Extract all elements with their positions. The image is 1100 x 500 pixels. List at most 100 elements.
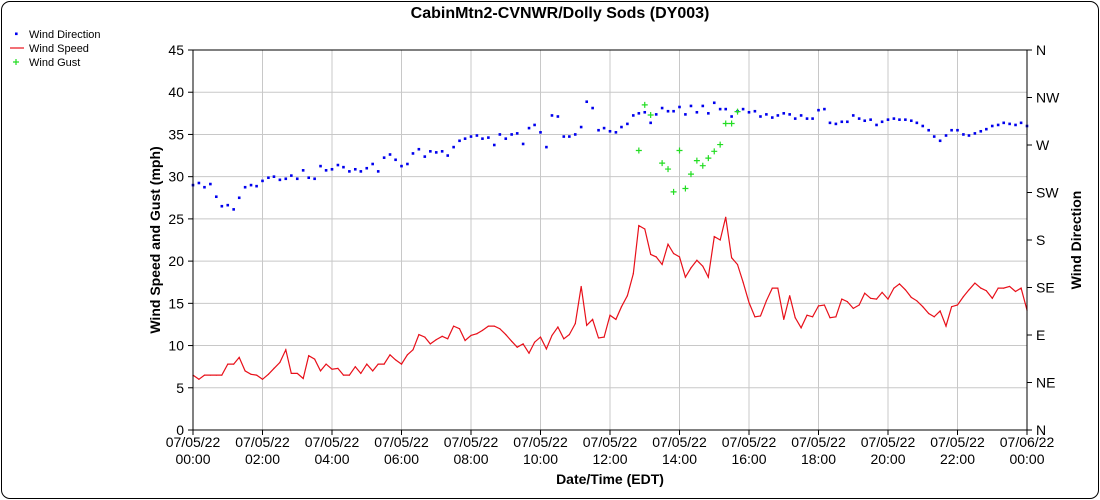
wind-direction-point: [394, 158, 397, 162]
wind-speed-point: [690, 267, 692, 269]
wind-speed-point: [261, 378, 264, 380]
wind-direction-point: [672, 109, 675, 113]
y-tick-label: 10: [168, 338, 184, 354]
wind-direction-point: [417, 147, 421, 151]
y-tick-label: 0: [176, 422, 184, 438]
wind-direction-point: [701, 104, 705, 108]
wind-gust-point: [705, 155, 712, 162]
wind-direction-point: [730, 115, 733, 118]
wind-speed-point: [290, 372, 292, 375]
wind-speed-point: [574, 323, 576, 325]
x-tick-label-time: 16:00: [731, 451, 766, 467]
wind-direction-point: [799, 114, 803, 117]
wind-direction-point: [626, 122, 629, 126]
wind-speed-point: [893, 287, 895, 289]
wind-direction-point: [863, 119, 867, 123]
wind-speed-point: [956, 304, 959, 306]
wind-gust-point: [699, 162, 706, 169]
wind-speed-point: [870, 297, 872, 299]
x-axis-title: Date/Time (EDT): [556, 471, 664, 487]
wind-speed-point: [672, 252, 675, 255]
wind-direction-point: [1002, 121, 1006, 125]
wind-speed-point: [453, 325, 455, 327]
wind-direction-point: [1014, 123, 1017, 127]
wind-direction-point: [301, 169, 305, 172]
wind-direction-point: [950, 128, 953, 132]
wind-speed-point: [325, 363, 327, 365]
y2-tick-label: SW: [1036, 185, 1059, 201]
wind-speed-point: [203, 374, 206, 376]
wind-speed-point: [667, 243, 669, 245]
wind-direction-point: [295, 177, 299, 181]
wind-speed-point: [597, 337, 600, 339]
wind-direction-point: [1019, 121, 1023, 125]
wind-direction-point: [869, 118, 872, 121]
wind-speed-point: [366, 363, 368, 365]
wind-speed-point: [429, 343, 431, 345]
wind-direction-point: [811, 117, 814, 120]
wind-speed-point: [285, 349, 287, 351]
wind-speed-point: [348, 374, 350, 376]
wind-speed-point: [713, 236, 715, 238]
wind-direction-point: [545, 145, 548, 149]
wind-speed-point: [592, 318, 594, 320]
wind-speed-point: [383, 363, 385, 365]
wind-direction-point: [232, 208, 235, 211]
wind-speed-point: [1020, 287, 1022, 289]
wind-direction-point: [770, 116, 774, 119]
wind-direction-point: [446, 154, 450, 157]
wind-direction-point: [973, 132, 977, 135]
x-tick-label-date: 07/05/22: [861, 434, 916, 450]
wind-speed-point: [823, 304, 826, 306]
wind-direction-point: [214, 195, 218, 199]
wind-gust-point: [635, 147, 642, 154]
wind-direction-point: [336, 163, 340, 167]
x-tick-label-time: 14:00: [662, 451, 697, 467]
wind-direction-point: [904, 118, 907, 121]
wind-speed-point: [458, 328, 461, 330]
wind-direction-point: [562, 135, 566, 138]
wind-direction-point: [684, 113, 687, 116]
wind-direction-point: [695, 110, 699, 114]
wind-speed-point: [250, 373, 252, 375]
legend-speed-label: Wind Speed: [29, 43, 89, 55]
wind-direction-point: [515, 132, 519, 135]
wind-speed-point: [563, 338, 565, 340]
wind-speed-point: [852, 307, 854, 309]
wind-speed-point: [314, 358, 316, 360]
wind-direction-point: [539, 131, 542, 134]
wind-direction-point: [272, 175, 276, 178]
wind-direction-point: [707, 112, 710, 115]
wind-speed-point: [198, 378, 200, 380]
wind-speed-point: [499, 328, 501, 330]
wind-direction-point: [307, 176, 311, 180]
wind-direction-point: [765, 113, 768, 116]
wind-speed-point: [817, 305, 820, 307]
wind-direction-point: [585, 100, 589, 104]
y-tick-label: 15: [168, 295, 184, 311]
wind-speed-point: [511, 340, 513, 342]
wind-direction-point: [741, 107, 745, 111]
wind-direction-point: [504, 137, 508, 140]
wind-speed-point: [227, 363, 229, 365]
wind-direction-point: [875, 123, 878, 127]
wind-speed-point: [661, 263, 663, 266]
wind-direction-point: [249, 183, 253, 187]
wind-gust-point: [711, 148, 718, 155]
wind-speed-point: [568, 333, 570, 336]
y2-axis-ticks: N NE E SE S SW W NW N: [1027, 42, 1060, 438]
wind-direction-point: [434, 151, 438, 154]
wind-speed-point: [765, 300, 767, 302]
wind-speed-point: [904, 289, 906, 291]
wind-direction-point: [886, 118, 890, 121]
wind-direction-point: [487, 136, 490, 139]
wind-speed-point: [528, 352, 530, 354]
wind-speed-point: [580, 285, 582, 288]
wind-speed-point: [233, 363, 235, 365]
wind-speed-point: [435, 339, 437, 341]
wind-speed-point: [881, 291, 883, 293]
wind-direction-point: [597, 128, 600, 132]
wind-speed-point: [267, 373, 270, 375]
wind-direction-point: [602, 126, 606, 130]
wind-direction-point: [823, 107, 826, 111]
